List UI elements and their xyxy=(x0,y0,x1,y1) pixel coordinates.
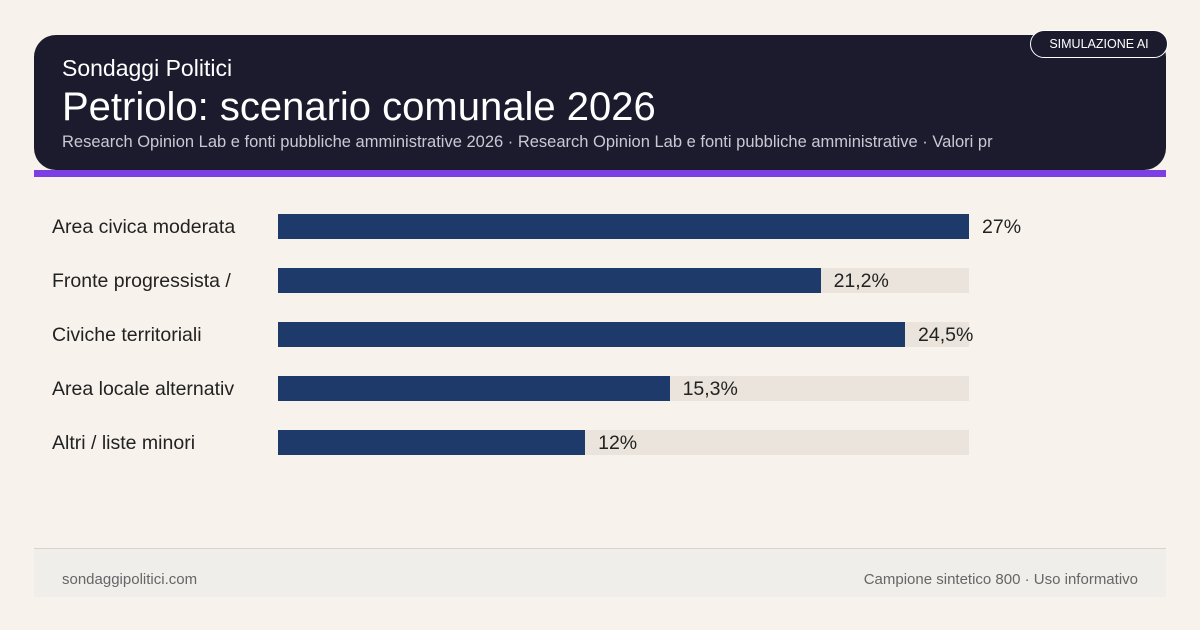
bar xyxy=(278,268,821,293)
bar-row: Area civica moderata 27% xyxy=(0,214,1200,239)
value-label: 27% xyxy=(982,216,1022,238)
value-label: 12% xyxy=(598,432,638,454)
header-banner: Sondaggi Politici Petriolo: scenario com… xyxy=(34,35,1166,170)
category-label: Fronte progressista / xyxy=(52,270,231,292)
source-subtitle: Research Opinion Lab e fonti pubbliche a… xyxy=(62,133,993,151)
bar-row: Civiche territoriali 24,5% xyxy=(0,322,1200,347)
bar xyxy=(278,376,670,401)
category-label: Civiche territoriali xyxy=(52,324,202,346)
value-label: 24,5% xyxy=(918,324,974,346)
bar-row: Area locale alternativ 15,3% xyxy=(0,376,1200,401)
simulation-badge: SIMULAZIONE AI xyxy=(1030,30,1168,58)
value-label: 15,3% xyxy=(682,378,738,400)
bar xyxy=(278,214,969,239)
accent-divider xyxy=(34,170,1166,177)
category-label: Area civica moderata xyxy=(52,216,236,238)
bar xyxy=(278,430,586,455)
footer: sondaggipolitici.com Campione sintetico … xyxy=(34,548,1166,597)
brand-kicker: Sondaggi Politici xyxy=(62,55,233,81)
bar xyxy=(278,322,906,347)
footer-note: Campione sintetico 800 · Uso informativo xyxy=(863,571,1138,588)
category-label: Altri / liste minori xyxy=(52,432,196,454)
footer-site: sondaggipolitici.com xyxy=(62,571,198,588)
page-title: Petriolo: scenario comunale 2026 xyxy=(62,85,656,129)
category-label: Area locale alternativ xyxy=(52,378,235,400)
value-label: 21,2% xyxy=(833,270,889,292)
bar-row: Altri / liste minori 12% xyxy=(0,430,1200,455)
bar-row: Fronte progressista / 21,2% xyxy=(0,268,1200,293)
